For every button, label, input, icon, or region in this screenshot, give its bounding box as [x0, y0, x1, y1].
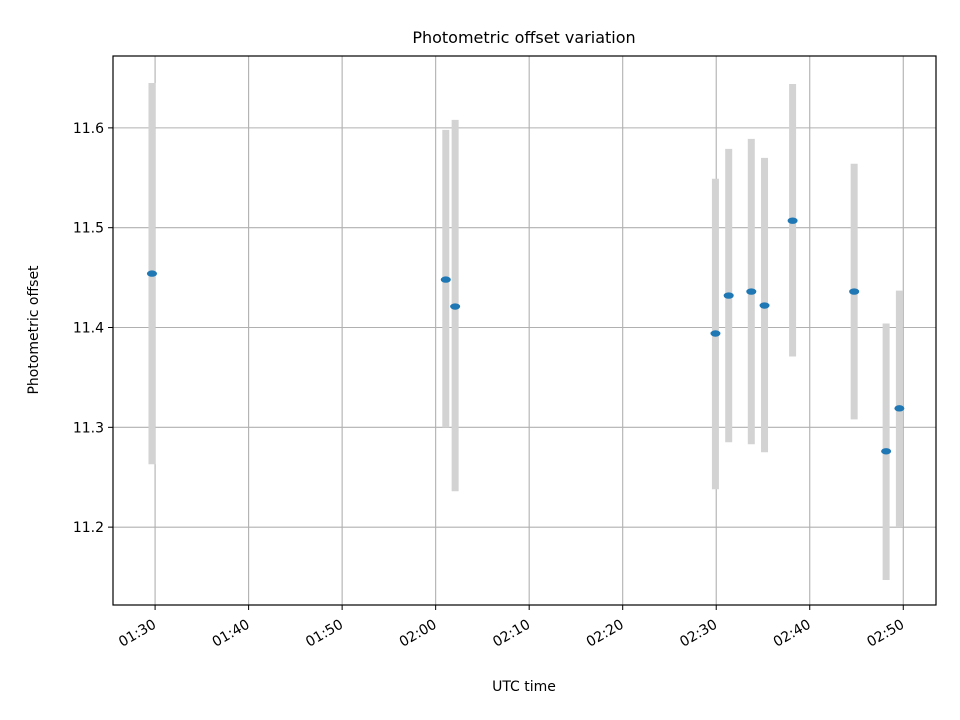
y-tick-label: 11.3 — [73, 420, 104, 436]
x-tick-label: 02:40 — [771, 617, 814, 651]
y-tick-label: 11.6 — [73, 121, 104, 137]
grid — [113, 56, 936, 605]
data-point — [710, 330, 721, 337]
x-tick-label: 02:10 — [490, 617, 533, 651]
axis-ticks: 01:30 01:40 01:50 02:00 02:10 02:20 02:30 02:40… — [73, 121, 907, 651]
x-tick-label: 01:30 — [116, 617, 159, 651]
data-point — [849, 288, 860, 295]
x-tick-label: 02:30 — [677, 617, 720, 651]
data-point — [450, 303, 461, 310]
data-points — [146, 217, 905, 455]
data-point — [746, 288, 757, 295]
plot-area-frame — [112, 55, 937, 606]
data-point — [723, 292, 734, 299]
x-tick-label: 02:50 — [864, 617, 907, 651]
data-point — [146, 270, 157, 277]
data-point — [787, 217, 798, 224]
y-axis-label: Photometric offset — [26, 265, 42, 395]
x-tick-label: 02:20 — [584, 617, 627, 651]
data-point — [440, 276, 451, 283]
y-tick-label: 11.2 — [73, 520, 104, 536]
data-point — [759, 302, 770, 309]
x-tick-label: 01:50 — [303, 617, 346, 651]
x-tick-label: 01:40 — [210, 617, 253, 651]
chart-title: Photometric offset variation — [412, 28, 635, 47]
y-tick-label: 11.5 — [73, 221, 104, 237]
data-point — [894, 405, 905, 412]
x-axis-label: UTC time — [492, 679, 556, 695]
y-tick-label: 11.4 — [73, 321, 104, 337]
x-tick-label: 02:00 — [397, 617, 440, 651]
data-point — [881, 448, 892, 455]
error-bars — [148, 82, 903, 581]
